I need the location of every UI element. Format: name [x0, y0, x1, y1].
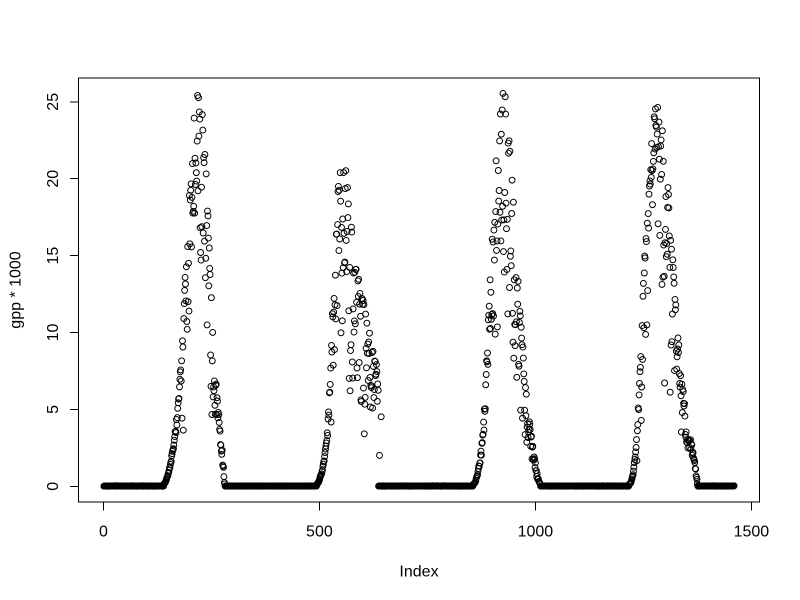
svg-text:Index: Index	[399, 564, 438, 581]
svg-text:0: 0	[99, 524, 108, 541]
svg-text:20: 20	[45, 170, 62, 188]
svg-text:10: 10	[45, 324, 62, 342]
svg-text:gpp * 1000: gpp * 1000	[8, 251, 25, 329]
svg-text:500: 500	[306, 524, 333, 541]
svg-text:15: 15	[45, 247, 62, 265]
svg-text:1000: 1000	[518, 524, 554, 541]
svg-text:25: 25	[45, 93, 62, 111]
svg-text:0: 0	[45, 482, 62, 491]
svg-text:1500: 1500	[734, 524, 770, 541]
svg-text:5: 5	[45, 405, 62, 414]
